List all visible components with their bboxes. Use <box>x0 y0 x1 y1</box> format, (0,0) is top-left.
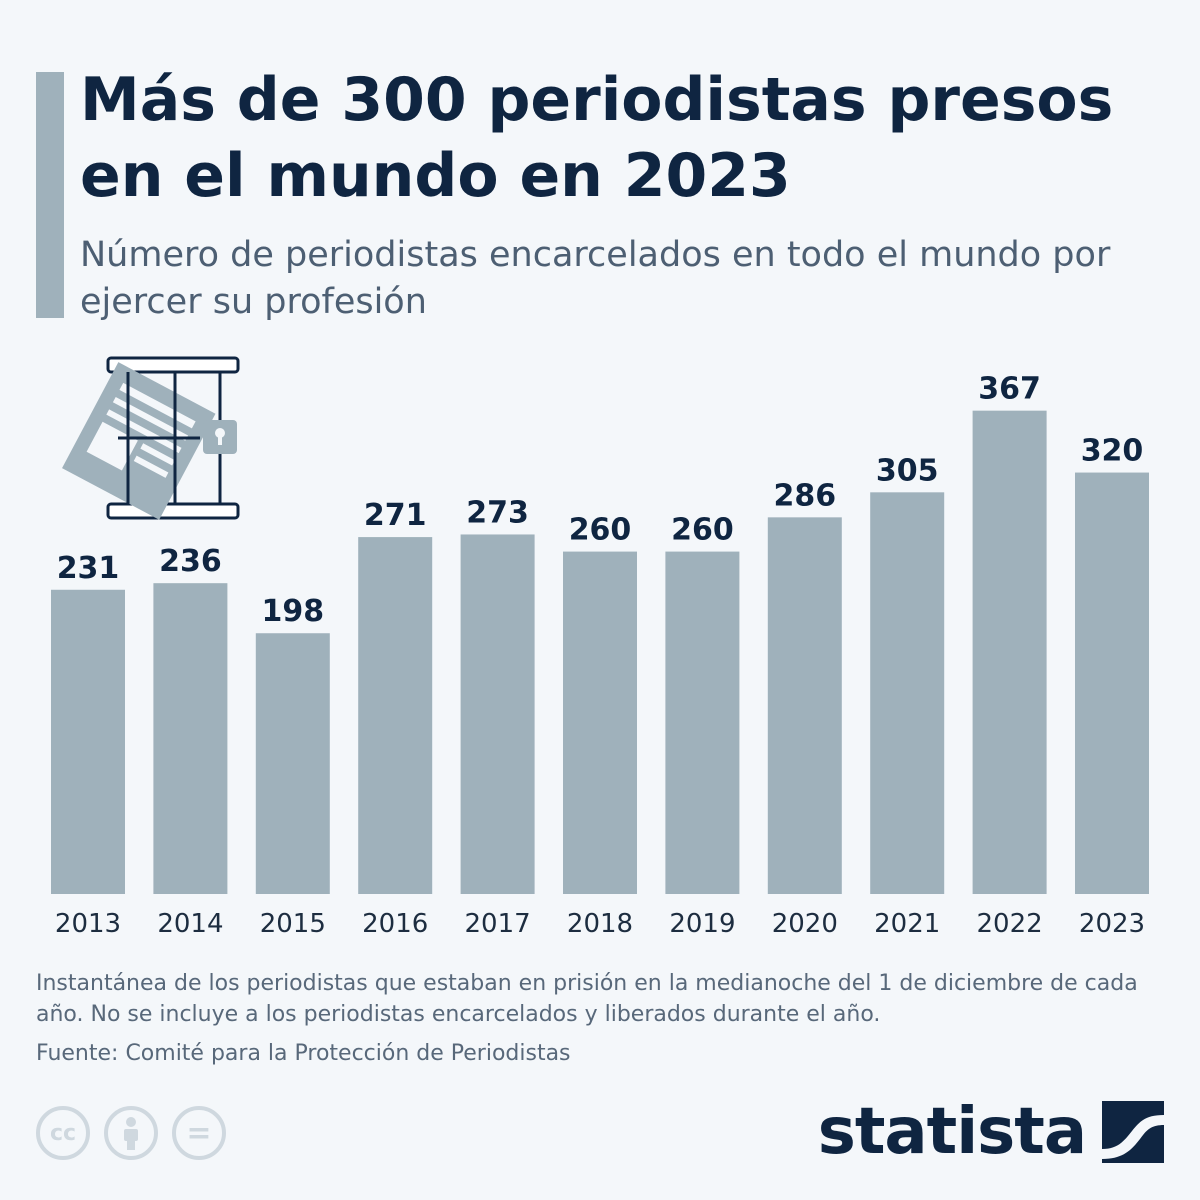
x-tick-2017: 2017 <box>465 909 531 939</box>
value-label-2017: 273 <box>466 495 529 530</box>
chart-source: Fuente: Comité para la Protección de Per… <box>36 1041 571 1066</box>
x-tick-2018: 2018 <box>567 909 633 939</box>
x-tick-2021: 2021 <box>874 909 940 939</box>
statista-logo-icon <box>1102 1101 1164 1163</box>
bar-2018 <box>563 551 637 894</box>
bar-2021 <box>870 492 945 894</box>
bar-2015 <box>255 633 330 894</box>
value-label-2018: 260 <box>569 513 632 548</box>
x-tick-2023: 2023 <box>1079 909 1145 939</box>
no-derivatives-icon[interactable]: = <box>172 1106 226 1160</box>
x-tick-2020: 2020 <box>772 909 838 939</box>
bar-2019 <box>665 551 740 894</box>
value-label-2016: 271 <box>364 498 427 533</box>
jail-newspaper-icon <box>62 356 240 520</box>
bar-2022 <box>972 410 1047 894</box>
x-tick-2016: 2016 <box>362 909 428 939</box>
chart-footnote: Instantánea de los periodistas que estab… <box>36 971 1138 1027</box>
value-label-2014: 236 <box>159 544 222 579</box>
statista-logo[interactable]: statista <box>818 1092 1164 1172</box>
cc-icon[interactable]: cc <box>36 1106 90 1160</box>
title-accent-bar <box>36 72 64 318</box>
bar-2020 <box>767 517 842 894</box>
bar-2023 <box>1075 472 1149 894</box>
chart-title: Más de 300 periodistas presos en el mund… <box>80 65 1114 211</box>
value-label-2013: 231 <box>57 551 120 586</box>
chart-subtitle: Número de periodistas encarcelados en to… <box>80 235 1111 322</box>
value-label-2022: 367 <box>978 372 1041 407</box>
value-label-2020: 286 <box>773 478 836 513</box>
bar-2016 <box>358 537 433 894</box>
value-label-2023: 320 <box>1081 434 1144 469</box>
bar-2013 <box>51 589 125 894</box>
x-tick-2019: 2019 <box>669 909 735 939</box>
x-tick-2014: 2014 <box>157 909 223 939</box>
brand-name: statista <box>817 1095 1087 1169</box>
bar-2017 <box>460 534 535 894</box>
value-label-2021: 305 <box>876 453 939 488</box>
value-label-2015: 198 <box>261 594 324 629</box>
value-label-2019: 260 <box>671 513 734 548</box>
bar-chart: 231 236 198 271 273 260 260 286 305 367 320 2013 20… <box>51 356 1149 939</box>
x-tick-2015: 2015 <box>260 909 326 939</box>
x-tick-2013: 2013 <box>55 909 121 939</box>
attribution-icon[interactable] <box>104 1106 158 1160</box>
bar-2014 <box>153 583 228 894</box>
x-tick-2022: 2022 <box>977 909 1043 939</box>
license-icons: cc = <box>36 1106 226 1166</box>
